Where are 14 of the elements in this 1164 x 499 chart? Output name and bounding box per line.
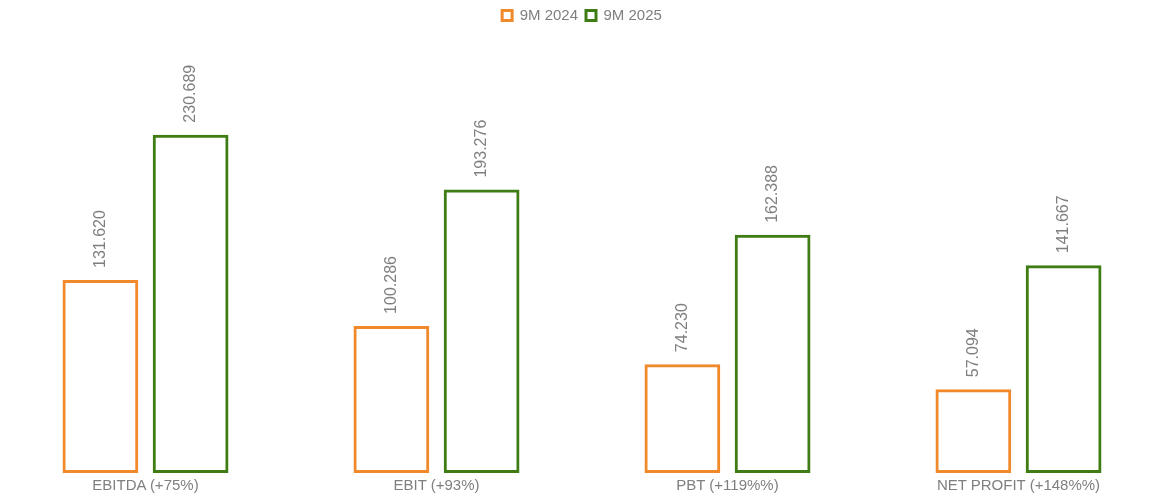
data-label: 57.094	[963, 328, 981, 378]
data-label: 100.286	[381, 255, 399, 314]
x-tick-label: NET PROFIT (+148%%)	[936, 476, 1101, 494]
data-label: 230.689	[181, 64, 199, 123]
data-label: 74.230	[672, 303, 690, 353]
data-label: 162.388	[763, 164, 781, 223]
x-tick-label: PBT (+119%%)	[676, 476, 779, 494]
data-label: 131.620	[90, 210, 108, 268]
x-tick-label: EBIT (+93%)	[393, 476, 480, 494]
data-label: 193.276	[472, 119, 490, 178]
legend-label: 9M 2025	[603, 5, 662, 23]
data-label: 141.667	[1054, 195, 1072, 254]
legend-label: 9M 2024	[519, 5, 578, 23]
x-tick-label: EBITDA (+75%)	[92, 476, 199, 494]
